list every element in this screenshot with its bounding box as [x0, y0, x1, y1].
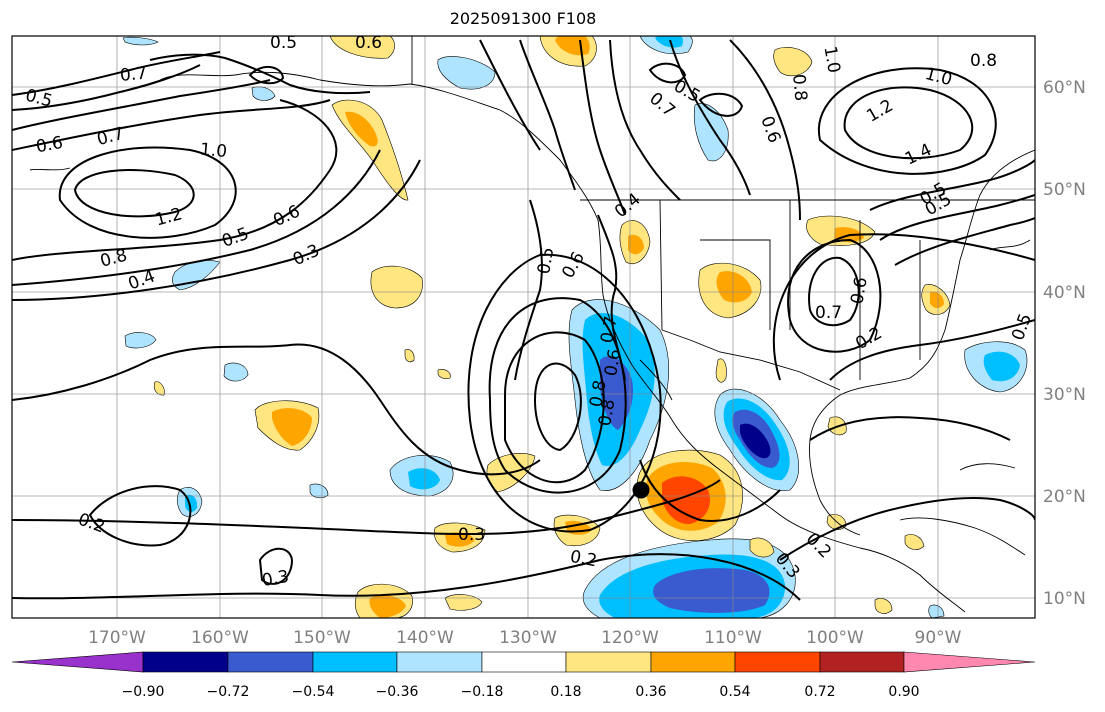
colorbar-tick-label: −0.36 [376, 684, 419, 700]
lat-tick-label: 60°N [1043, 78, 1086, 98]
colorbar-tick-label: 0.90 [888, 684, 919, 700]
contour-high-pacific [73, 169, 195, 218]
contour-label: 1.0 [819, 45, 843, 75]
contour-label: 0.7 [119, 64, 148, 86]
colorbar-segment [396, 651, 483, 673]
colorbar-tick-label: 0.54 [719, 684, 750, 700]
contour-label: 0.5 [270, 33, 297, 53]
lat-tick-label: 10°N [1043, 589, 1086, 609]
colorbar-tick-label: −0.54 [292, 684, 335, 700]
contour-label: 0.7 [815, 303, 842, 323]
colorbar-segment [227, 651, 314, 673]
contour-label: 0.3 [260, 567, 290, 591]
lon-tick-label: 100°W [806, 628, 864, 648]
contour-label: 0.5 [534, 246, 558, 276]
longitude-axis: 170°W 160°W 150°W 140°W 130°W 120°W 110°… [88, 628, 962, 648]
colorbar-extend-low [11, 651, 144, 673]
lat-tick-label: 30°N [1043, 385, 1086, 405]
colorbar-ticks: −0.90 −0.72 −0.54 −0.36 −0.18 0.18 0.36 … [122, 684, 920, 700]
colorbar-segment [734, 651, 821, 673]
lon-tick-label: 140°W [396, 628, 454, 648]
colorbar-segment [819, 651, 905, 673]
colorbar-extend-high [903, 651, 1036, 673]
colorbar-tick-label: 0.36 [635, 684, 666, 700]
colorbar-tick-label: 0.72 [804, 684, 835, 700]
colorbar-tick-label: 0.18 [550, 684, 581, 700]
colorbar-tick-label: −0.18 [461, 684, 504, 700]
lon-tick-label: 130°W [499, 628, 557, 648]
colorbar-segment [650, 651, 736, 673]
contour-low-california [533, 362, 582, 452]
map-area [12, 36, 1035, 618]
colorbar-tick-label: −0.72 [207, 684, 250, 700]
contour-label: 0.3 [458, 525, 485, 545]
contour-label: 0.8 [970, 51, 997, 71]
contour-label: 0.7 [597, 315, 621, 345]
contour-label: 0.2 [568, 547, 598, 571]
lon-tick-label: 150°W [293, 628, 351, 648]
colorbar-segment [142, 651, 229, 673]
lon-tick-label: 160°W [191, 628, 249, 648]
storm-position-marker [632, 481, 650, 499]
lat-tick-label: 20°N [1043, 487, 1086, 507]
contour-label: 0.8 [788, 73, 810, 102]
contour-label: 0.6 [355, 33, 382, 53]
colorbar [11, 651, 1036, 673]
colorbar-segment [481, 651, 567, 673]
lon-tick-label: 120°W [601, 628, 659, 648]
latitude-axis: 60°N 50°N 40°N 30°N 20°N 10°N [1043, 78, 1086, 609]
colorbar-segment [565, 651, 652, 673]
map-frame [11, 35, 1036, 619]
lat-tick-label: 50°N [1043, 180, 1086, 200]
lon-tick-label: 170°W [88, 628, 146, 648]
contour-label: 0.6 [847, 276, 871, 306]
contour-label: 0.8 [586, 379, 610, 409]
graticule [12, 36, 1035, 618]
contour-label: 0.6 [601, 348, 625, 378]
colorbar-segment [312, 651, 398, 673]
lon-tick-label: 110°W [704, 628, 762, 648]
contour-label: 0.6 [34, 133, 64, 157]
contour-high-north [843, 86, 974, 160]
coastlines [29, 36, 1035, 613]
contour-label: 0.8 [595, 398, 619, 428]
lon-tick-label: 90°W [915, 628, 962, 648]
plot-title: 2025091300 F108 [449, 9, 597, 28]
contour-lines [12, 39, 1035, 601]
contour-label: 1.0 [199, 140, 228, 162]
colorbar-tick-label: −0.90 [122, 684, 165, 700]
lat-tick-label: 40°N [1043, 283, 1086, 303]
